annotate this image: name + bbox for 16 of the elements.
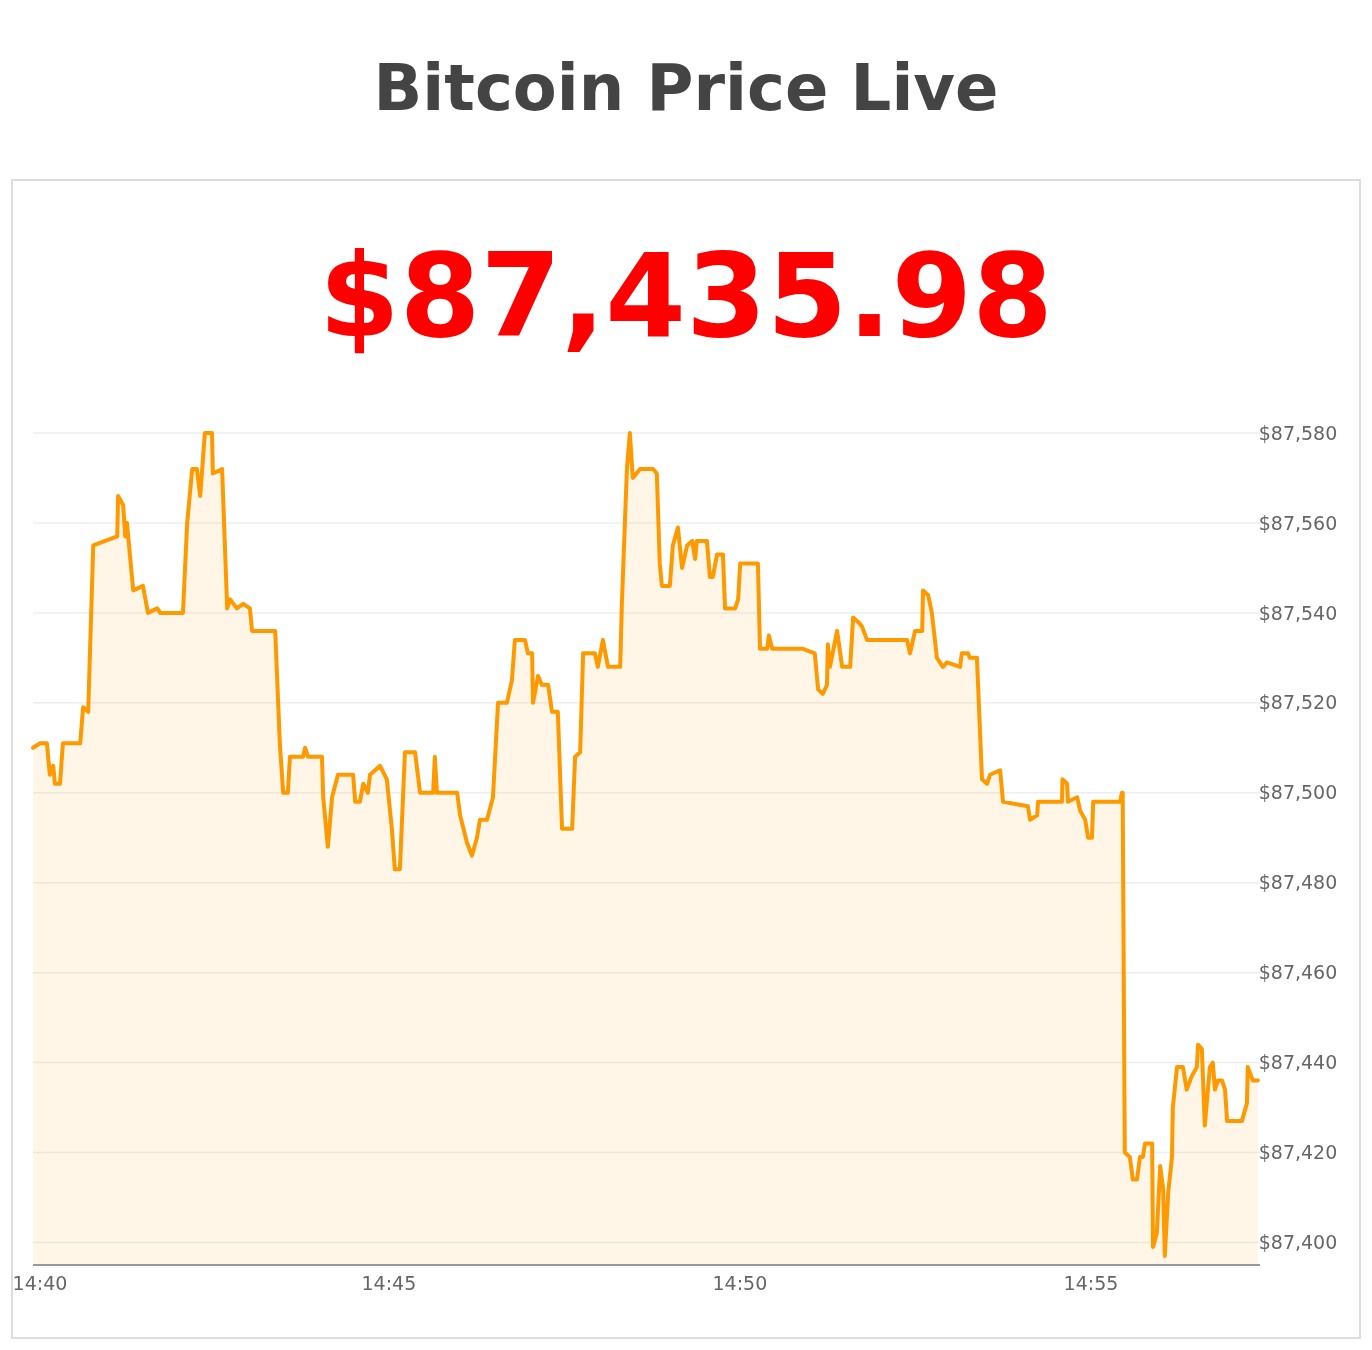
x-tick-label: 14:45 (361, 1272, 417, 1294)
chart-subtitle: $87,435.98 (319, 228, 1053, 363)
y-tick-label: $87,480 (1258, 871, 1338, 894)
y-tick-label: $87,440 (1258, 1051, 1338, 1074)
x-tick-label: 14:40 (12, 1272, 68, 1294)
y-tick-label: $87,500 (1258, 781, 1338, 804)
x-tick-label: 14:50 (712, 1272, 768, 1294)
y-tick-label: $87,580 (1258, 421, 1338, 444)
y-tick-label: $87,420 (1258, 1141, 1338, 1164)
x-tick-label: 14:55 (1063, 1272, 1119, 1294)
y-tick-label: $87,520 (1258, 691, 1338, 714)
y-tick-label: $87,400 (1258, 1231, 1338, 1254)
y-tick-label: $87,540 (1258, 601, 1338, 624)
y-tick-label: $87,460 (1258, 961, 1338, 984)
y-tick-label: $87,560 (1258, 511, 1338, 534)
chart-title: Bitcoin Price Live (373, 51, 999, 125)
